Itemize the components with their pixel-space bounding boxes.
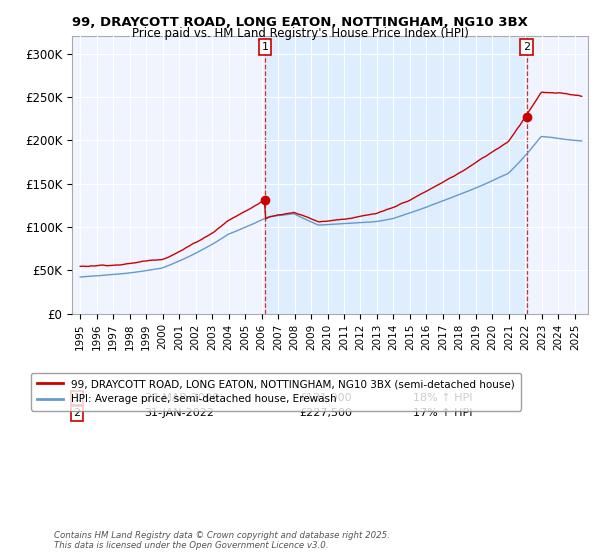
Text: 1: 1 (262, 42, 269, 52)
Text: 2: 2 (74, 408, 81, 418)
Text: 18% ↑ HPI: 18% ↑ HPI (413, 393, 472, 403)
Text: Contains HM Land Registry data © Crown copyright and database right 2025.
This d: Contains HM Land Registry data © Crown c… (54, 530, 390, 550)
Text: 99, DRAYCOTT ROAD, LONG EATON, NOTTINGHAM, NG10 3BX: 99, DRAYCOTT ROAD, LONG EATON, NOTTINGHA… (72, 16, 528, 29)
Text: Price paid vs. HM Land Registry's House Price Index (HPI): Price paid vs. HM Land Registry's House … (131, 27, 469, 40)
Text: 31-JAN-2022: 31-JAN-2022 (144, 408, 214, 418)
Text: 1: 1 (74, 393, 80, 403)
Text: £131,000: £131,000 (299, 393, 352, 403)
Bar (265, 36, 527, 314)
Text: 2: 2 (523, 42, 530, 52)
Legend: 99, DRAYCOTT ROAD, LONG EATON, NOTTINGHAM, NG10 3BX (semi-detached house), HPI: : 99, DRAYCOTT ROAD, LONG EATON, NOTTINGHA… (31, 373, 521, 410)
Text: £227,500: £227,500 (299, 408, 352, 418)
Text: 28-MAR-2006: 28-MAR-2006 (144, 393, 219, 403)
Text: 17% ↑ HPI: 17% ↑ HPI (413, 408, 472, 418)
